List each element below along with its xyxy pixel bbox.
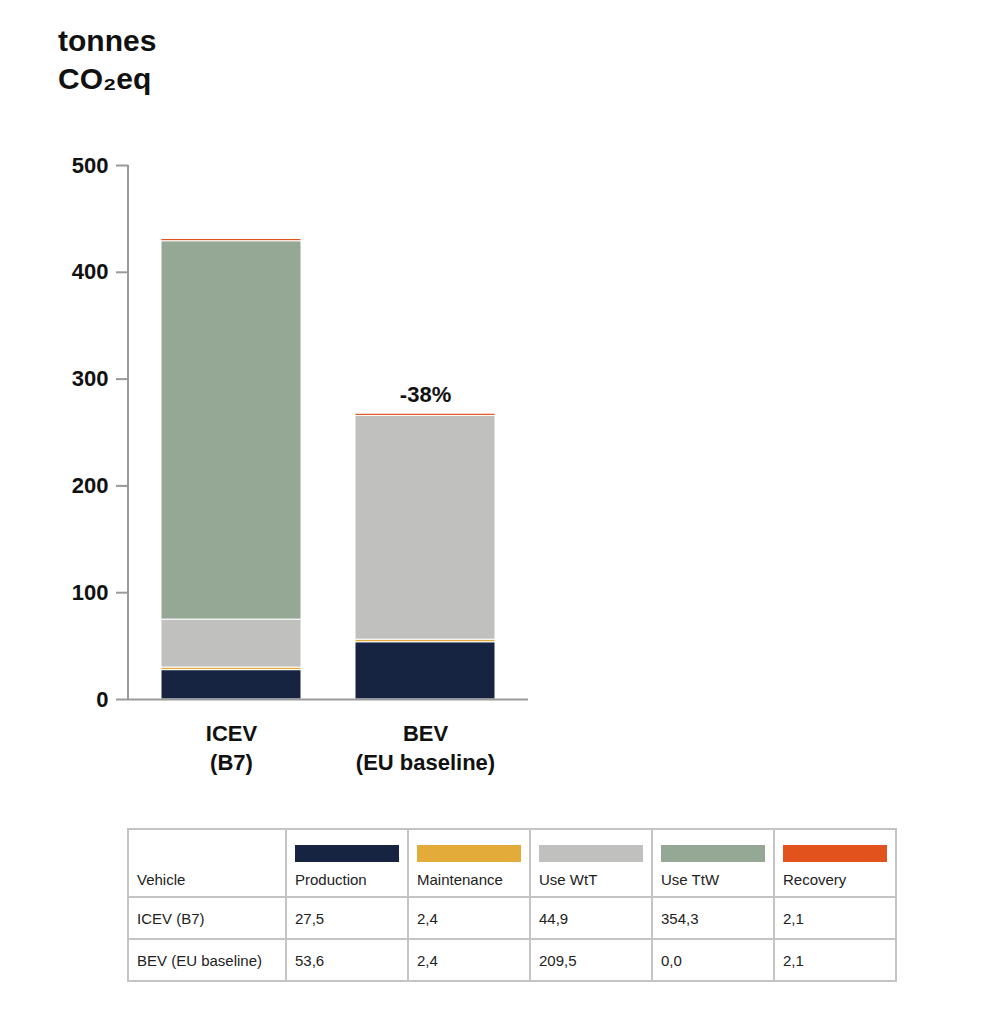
html-text:2,4: 2,4 bbox=[417, 909, 438, 927]
html-text:44,9: 44,9 bbox=[539, 909, 569, 927]
html-text:tonnes: tonnes bbox=[58, 24, 157, 57]
html-text:BEV (EU baseline): BEV (EU baseline) bbox=[137, 951, 263, 969]
html-text:53,6: 53,6 bbox=[295, 951, 325, 969]
html-text:Use WtT: Use WtT bbox=[539, 871, 598, 888]
html-text:0,0: 0,0 bbox=[661, 951, 682, 969]
html-text:Vehicle: Vehicle bbox=[137, 871, 186, 888]
svg-text:200: 200 bbox=[72, 473, 109, 498]
svg-text:BEV(EU baseline): BEV(EU baseline) bbox=[356, 721, 495, 776]
svg-text:ICEV(B7): ICEV(B7) bbox=[206, 721, 258, 776]
html-text:2,1: 2,1 bbox=[783, 909, 804, 927]
svg-text:300: 300 bbox=[72, 366, 109, 391]
svg-text:100: 100 bbox=[72, 580, 109, 605]
html-text:Use TtW: Use TtW bbox=[661, 871, 720, 888]
svg-text:-38%: -38% bbox=[400, 382, 451, 407]
html-text:209,5: 209,5 bbox=[539, 951, 577, 969]
html-text:27,5: 27,5 bbox=[295, 909, 325, 927]
svg-text:500: 500 bbox=[72, 153, 109, 178]
html-text:2,4: 2,4 bbox=[417, 951, 438, 969]
html-text:CO₂eq: CO₂eq bbox=[58, 62, 152, 95]
svg-text:400: 400 bbox=[72, 259, 109, 284]
html-text:354,3: 354,3 bbox=[661, 909, 699, 927]
html-text:2,1: 2,1 bbox=[783, 951, 804, 969]
svg-text:0: 0 bbox=[96, 687, 108, 712]
html-text:ICEV (B7): ICEV (B7) bbox=[137, 909, 205, 927]
html-text:Recovery: Recovery bbox=[783, 871, 847, 888]
html-text:Maintenance: Maintenance bbox=[417, 871, 503, 888]
html-text:Production: Production bbox=[295, 871, 367, 888]
